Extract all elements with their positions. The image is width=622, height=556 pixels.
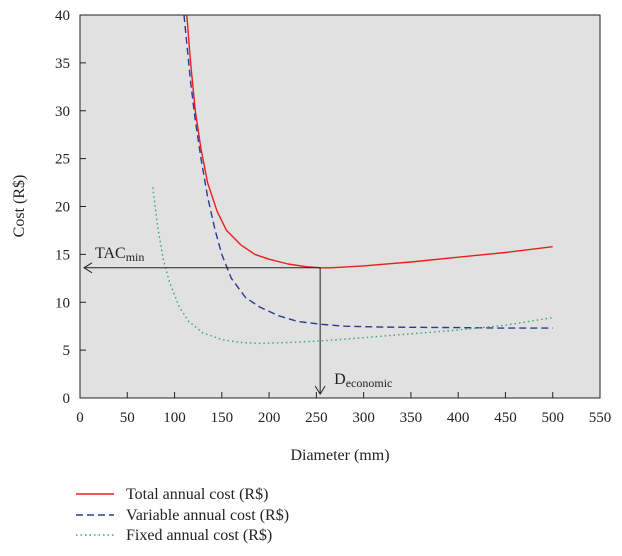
y-tick-label: 15 [55,247,70,263]
series-line-0 [186,14,553,269]
x-tick-label: 0 [76,410,84,426]
y-tick-label: 0 [63,391,71,407]
tac-min-arrowhead [83,262,93,274]
y-tick-label: 10 [55,295,70,311]
plot-frame [79,14,601,399]
x-tick-label: 400 [447,410,470,426]
legend-label-2: Fixed annual cost (R$) [126,527,272,544]
legend-label-1: Variable annual cost (R$) [126,507,289,524]
series-line-1 [183,14,553,329]
d-economic-label: Deconomic [334,371,392,390]
y-tick-label: 40 [55,8,70,24]
x-tick-label: 450 [494,410,517,426]
x-tick-label: 300 [352,410,375,426]
y-tick-label: 30 [55,104,70,120]
x-axis-ticks: 0 50 100 150 200 250 300 350 400 450 500 550 [76,392,611,426]
x-tick-label: 50 [120,410,135,426]
series-layer [152,14,553,345]
plot-area [80,15,600,398]
y-tick-label: 20 [55,200,70,216]
x-tick-label: 500 [541,410,564,426]
x-tick-label: 550 [589,410,612,426]
legend: Total annual cost (R$) Variable annual co… [76,486,289,544]
x-tick-label: 100 [163,410,186,426]
tac-min-label: TACmin [95,245,144,264]
y-tick-label: 5 [63,343,71,359]
y-tick-label: 25 [55,152,70,168]
x-tick-label: 350 [400,410,423,426]
x-tick-label: 150 [211,410,234,426]
y-axis-title: Cost (R$) [11,175,28,238]
y-axis-ticks: 0 5 10 15 20 25 30 35 40 [55,8,86,407]
x-tick-label: 200 [258,410,281,426]
legend-label-0: Total annual cost (R$) [126,486,268,503]
annotation-layer: TACmin Deconomic [83,245,392,395]
d-economic-arrowhead [314,385,326,395]
x-tick-label: 250 [305,410,328,426]
x-axis-title: Diameter (mm) [290,447,389,464]
y-tick-label: 35 [55,56,70,72]
